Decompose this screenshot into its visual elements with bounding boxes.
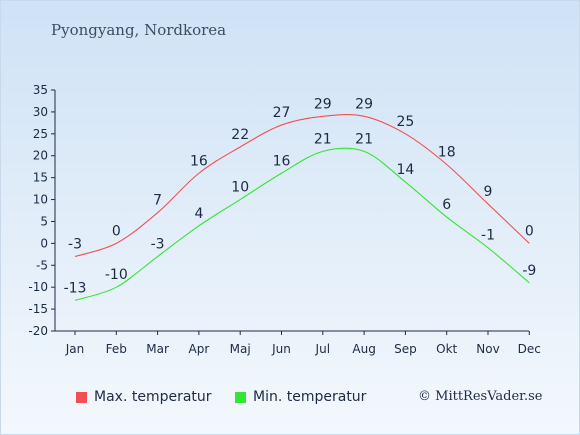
y-tick-label: 5 [40, 214, 48, 228]
data-label-min: -3 [151, 237, 165, 253]
y-tick-label: -10 [28, 280, 48, 294]
data-label-min: 4 [194, 206, 203, 222]
chart-title: Pyongyang, Nordkorea [51, 21, 227, 39]
y-tick-label: -15 [28, 302, 48, 316]
data-label-max: 22 [231, 127, 249, 143]
x-tick-label: Jul [315, 342, 330, 356]
data-label-max: 0 [112, 223, 121, 239]
y-tick-label: -20 [28, 324, 48, 338]
legend-min-label: Min. temperatur [253, 389, 367, 405]
series-line-min [74, 147, 530, 301]
data-label-max: 9 [484, 184, 493, 200]
legend-max: Max. temperatur [76, 389, 212, 405]
data-label-min: 16 [273, 153, 291, 169]
data-label-max: 27 [273, 105, 291, 121]
x-tick-label: Sep [394, 342, 417, 356]
data-label-min: -9 [522, 263, 536, 279]
y-tick-label: 10 [33, 193, 48, 207]
y-tick-label: 15 [33, 171, 48, 185]
legend-min-swatch [235, 391, 246, 403]
y-tick-label: -5 [36, 258, 48, 272]
data-label-min: 10 [231, 180, 249, 196]
x-tick-label: Jan [65, 342, 85, 356]
data-label-min: -1 [481, 228, 495, 244]
data-label-max: -3 [68, 237, 82, 253]
data-label-max: 18 [438, 144, 456, 160]
data-label-min: 6 [442, 197, 451, 213]
legend-max-label: Max. temperatur [94, 389, 212, 405]
data-label-min: -13 [64, 280, 87, 296]
data-label-max: 0 [525, 223, 534, 239]
x-tick-label: Maj [230, 342, 251, 356]
x-tick-label: Jun [271, 342, 291, 356]
data-label-max: 7 [153, 193, 162, 209]
data-label-max: 16 [190, 153, 208, 169]
x-tick-label: Mar [146, 342, 169, 356]
legend-max-swatch [76, 391, 87, 403]
x-tick-label: Nov [476, 342, 499, 356]
credit-text: © MittResVader.se [418, 389, 543, 404]
legend-min: Min. temperatur [235, 389, 366, 405]
data-label-max: 25 [396, 114, 414, 130]
x-tick-label: Aug [352, 342, 375, 356]
y-tick-label: 20 [33, 149, 48, 163]
data-label-min: 14 [396, 162, 414, 178]
y-tick-label: 25 [33, 127, 48, 141]
data-label-max: 29 [355, 96, 373, 112]
data-label-min: -10 [105, 267, 128, 283]
x-tick-label: Apr [189, 342, 210, 356]
y-tick-label: 35 [33, 83, 48, 97]
data-label-min: 21 [314, 131, 332, 147]
series-line-max [74, 114, 530, 258]
data-label-max: 29 [314, 96, 332, 112]
data-label-min: 21 [355, 131, 373, 147]
y-tick-label: 0 [40, 236, 48, 250]
y-tick-label: 30 [33, 105, 48, 119]
x-tick-label: Dec [518, 342, 541, 356]
x-tick-label: Feb [106, 342, 127, 356]
x-tick-label: Okt [436, 342, 457, 356]
